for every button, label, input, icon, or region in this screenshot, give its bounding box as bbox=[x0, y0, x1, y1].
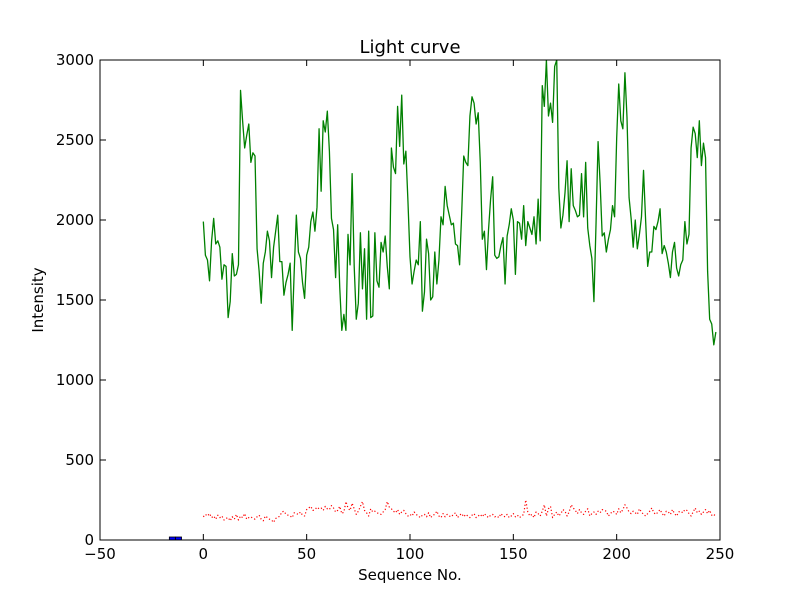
x-tick-label: 200 bbox=[602, 545, 631, 563]
x-tick-label: 150 bbox=[499, 545, 528, 563]
y-tick-label: 2500 bbox=[56, 131, 94, 149]
y-tick-label: 1000 bbox=[56, 371, 94, 389]
chart-title: Light curve bbox=[359, 37, 460, 58]
x-tick-label: 250 bbox=[706, 545, 735, 563]
y-tick-label: 0 bbox=[84, 531, 94, 549]
y-tick-label: 2000 bbox=[56, 211, 94, 229]
x-tick-label: −50 bbox=[84, 545, 116, 563]
axes-layer: −50 0 50 100 150 200 2500500100015002000250030… bbox=[56, 51, 735, 563]
y-tick-label: 500 bbox=[65, 451, 94, 469]
data-point-marker bbox=[168, 536, 176, 540]
data-point-marker bbox=[175, 536, 182, 540]
x-tick-label: 0 bbox=[199, 545, 209, 563]
y-axis-label: Intensity bbox=[29, 267, 47, 332]
series-line-1 bbox=[202, 60, 717, 346]
x-tick-label: 50 bbox=[297, 545, 316, 563]
y-tick-label: 3000 bbox=[56, 51, 94, 69]
y-tick-label: 1500 bbox=[56, 291, 94, 309]
x-tick-label: 100 bbox=[396, 545, 425, 563]
x-axis-label: Sequence No. bbox=[358, 566, 462, 584]
series-layer bbox=[168, 60, 717, 540]
series-line-2 bbox=[202, 499, 717, 524]
